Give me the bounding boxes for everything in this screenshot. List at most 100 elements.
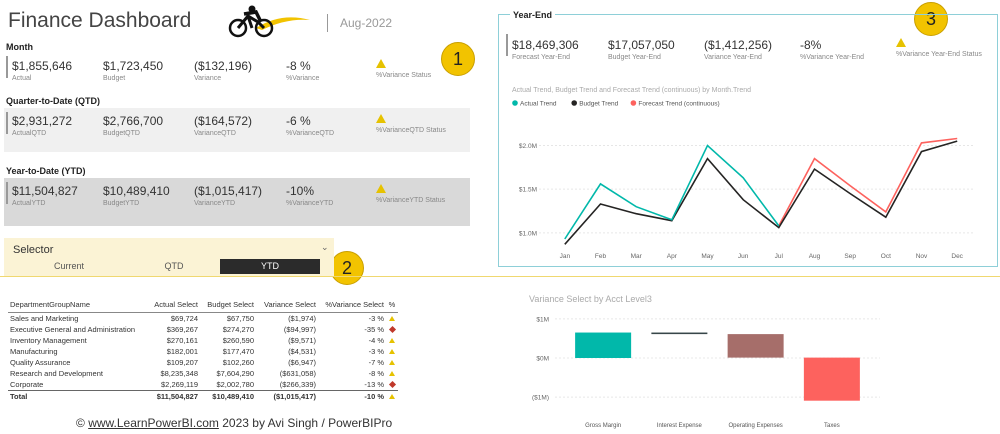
qtd-band xyxy=(4,108,470,152)
selector-option-current[interactable]: Current xyxy=(53,261,84,271)
legend-marker xyxy=(571,100,577,106)
ytd-status-kpi[interactable]: %VarianceYTD Status xyxy=(376,184,445,204)
legend-marker xyxy=(630,100,637,106)
cell-actual: $109,207 xyxy=(166,358,198,367)
kpi-value: $11,504,827 xyxy=(12,184,78,198)
table-total-row[interactable]: Total $11,504,827 $10,489,410 ($1,015,417) -… xyxy=(8,390,398,402)
qtd-budget-kpi[interactable]: $2,766,700 BudgetQTD xyxy=(103,114,163,137)
table-row[interactable]: Sales and Marketing $69,724 $67,750 ($1,974… xyxy=(8,313,398,325)
footer-link[interactable]: www.LearnPowerBI.com xyxy=(88,416,219,430)
cell-pct: -13 % xyxy=(364,380,384,389)
cell-name: Research and Development xyxy=(10,369,103,378)
kpi-label: BudgetYTD xyxy=(103,200,140,207)
table-row[interactable]: Quality Assurance $109,207 $102,260 ($6,947… xyxy=(8,357,398,368)
qtd-variance-kpi[interactable]: ($164,572) VarianceQTD xyxy=(194,114,252,137)
table-row[interactable]: Corporate $2,269,119 $2,002,780 ($266,339) -… xyxy=(8,379,398,391)
ye-variance-kpi[interactable]: ($1,412,256) Variance Year-End xyxy=(704,38,772,61)
kpi-label: Budget xyxy=(103,75,126,82)
month-section-title: Month xyxy=(6,42,33,52)
year-end-panel xyxy=(498,14,998,267)
col-header-actual[interactable]: Actual Select xyxy=(142,300,200,313)
table-row[interactable]: Research and Development $8,235,348 $7,604… xyxy=(8,368,398,379)
col-header-budget[interactable]: Budget Select xyxy=(200,300,256,313)
warning-triangle-icon xyxy=(376,184,386,193)
waterfall-title: Variance Select by Acct Level3 xyxy=(529,294,652,304)
qtd-actual-kpi[interactable]: $2,931,272 ActualQTD xyxy=(12,114,72,137)
ytd-variance-kpi[interactable]: ($1,015,417) VarianceYTD xyxy=(194,184,262,207)
ytd-budget-kpi[interactable]: $10,489,410 BudgetYTD xyxy=(103,184,170,207)
trend-line-chart[interactable]: Actual Trend, Budget Trend and Forecast … xyxy=(505,80,990,265)
ye-pct-variance-kpi[interactable]: -8% %Variance Year-End xyxy=(800,38,864,61)
cell-pct: -3 % xyxy=(368,347,384,356)
warning-triangle-icon xyxy=(389,349,395,354)
month-status-kpi[interactable]: %Variance Status xyxy=(376,59,431,79)
y-tick-label: $1.5M xyxy=(519,187,537,194)
legend-entry[interactable]: Budget Trend xyxy=(579,101,618,108)
month-actual-kpi[interactable]: $1,855,646 Actual xyxy=(12,59,72,82)
month-budget-kpi[interactable]: $1,723,450 Budget xyxy=(103,59,163,82)
selector-option-ytd[interactable]: YTD xyxy=(220,259,320,274)
cell-pct: -10 % xyxy=(318,390,386,402)
month-variance-kpi[interactable]: ($132,196) Variance xyxy=(194,59,252,82)
kpi-value: -6 % xyxy=(286,114,311,128)
chevron-down-icon[interactable]: ⌄ xyxy=(321,242,329,252)
kpi-label: ActualYTD xyxy=(12,200,46,207)
variance-waterfall-chart[interactable]: $1M $0M ($1M) Gross Margin Interest Expense O… xyxy=(525,305,885,431)
kpi-label: %VarianceYTD Status xyxy=(376,197,446,204)
waterfall-bar[interactable] xyxy=(803,357,860,401)
x-tick-label: Operating Expenses xyxy=(728,423,782,429)
series-line-budget-trend[interactable] xyxy=(564,140,958,245)
col-header-pct-variance[interactable]: %Variance Select xyxy=(318,300,386,313)
month-accent-bar xyxy=(6,56,8,78)
ytd-pct-variance-kpi[interactable]: -10% %VarianceYTD xyxy=(286,184,333,207)
cell-name: Total xyxy=(8,390,142,402)
cell-variance: ($1,974) xyxy=(288,314,316,323)
ytd-actual-kpi[interactable]: $11,504,827 ActualYTD xyxy=(12,184,78,207)
kpi-value: $2,931,272 xyxy=(12,114,73,128)
col-header-department[interactable]: DepartmentGroupName xyxy=(8,300,142,313)
kpi-label: ActualQTD xyxy=(12,130,47,137)
cell-variance: ($266,339) xyxy=(279,380,316,389)
year-end-title: Year-End xyxy=(510,10,556,20)
kpi-value: $1,723,450 xyxy=(103,59,164,73)
x-tick-label: Jun xyxy=(738,253,749,260)
qtd-pct-variance-kpi[interactable]: -6 % %VarianceQTD xyxy=(286,114,334,137)
cell-actual: $8,235,348 xyxy=(160,369,198,378)
page-title: Finance Dashboard xyxy=(8,9,192,32)
ye-forecast-kpi[interactable]: $18,469,306 Forecast Year-End xyxy=(512,38,579,61)
ye-status-kpi[interactable]: %Variance Year-End Status xyxy=(896,38,982,58)
col-header-variance[interactable]: Variance Select xyxy=(256,300,318,313)
footer-credit: © www.LearnPowerBI.com 2023 by Avi Singh… xyxy=(76,416,392,430)
waterfall-bar[interactable] xyxy=(575,332,632,358)
legend-entry[interactable]: Forecast Trend (continuous) xyxy=(638,101,719,108)
waterfall-bar[interactable] xyxy=(651,332,708,335)
month-pct-variance-kpi[interactable]: -8 % %Variance xyxy=(286,59,319,82)
x-tick-label: Sep xyxy=(844,253,856,260)
kpi-value: $2,766,700 xyxy=(103,114,164,128)
kpi-value: ($132,196) xyxy=(194,59,253,73)
year-end-accent-bar xyxy=(506,34,508,56)
kpi-label: %Variance xyxy=(286,75,320,82)
qtd-status-kpi[interactable]: %VarianceQTD Status xyxy=(376,114,446,134)
table-row[interactable]: Manufacturing $182,001 $177,470 ($4,531) -3 … xyxy=(8,346,398,357)
warning-triangle-icon xyxy=(389,316,395,321)
ye-budget-kpi[interactable]: $17,057,050 Budget Year-End xyxy=(608,38,675,61)
ytd-section-title: Year-to-Date (YTD) xyxy=(6,166,86,176)
cell-name: Executive General and Administration xyxy=(10,325,136,334)
selector-option-qtd[interactable]: QTD xyxy=(164,261,184,271)
cell-status xyxy=(386,335,398,346)
x-tick-label: Apr xyxy=(667,253,678,260)
x-tick-label: Oct xyxy=(881,253,891,260)
kpi-label: %Variance Year-End xyxy=(800,54,865,61)
table-row[interactable]: Inventory Management $270,161 $260,590 ($9,… xyxy=(8,335,398,346)
series-line-forecast-trend-continuous-[interactable] xyxy=(778,137,958,227)
cell-pct: -4 % xyxy=(368,336,384,345)
table-row[interactable]: Executive General and Administration $369… xyxy=(8,324,398,335)
cell-status xyxy=(386,379,398,391)
y-tick-label: $0M xyxy=(536,356,549,363)
col-header-status[interactable]: % xyxy=(386,300,398,313)
waterfall-bar[interactable] xyxy=(727,334,784,358)
legend-entry[interactable]: Actual Trend xyxy=(520,101,557,108)
series-line-actual-trend[interactable] xyxy=(564,144,780,240)
y-tick-label: $2.0M xyxy=(519,143,537,150)
